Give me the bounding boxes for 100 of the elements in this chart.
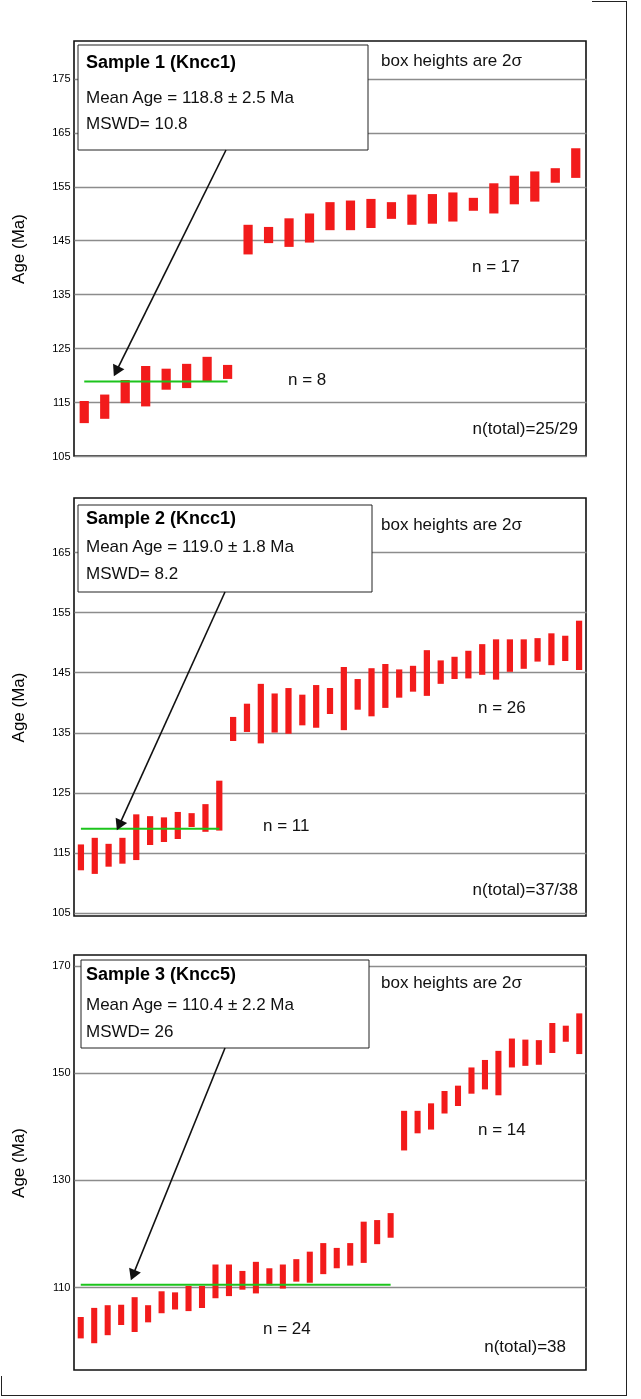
bar	[91, 1307, 98, 1344]
bar	[145, 1305, 152, 1323]
bar	[437, 660, 444, 684]
bar	[158, 1291, 165, 1314]
bar	[119, 837, 126, 864]
annotation: n = 11	[263, 816, 310, 835]
y-tick-label: 105	[52, 906, 71, 919]
annotation: box heights are 2σ	[381, 973, 523, 992]
bar	[131, 1297, 138, 1332]
annotation: n(total)=25/29	[472, 419, 578, 438]
annotation: Mean Age = 118.8 ± 2.5 Ma	[86, 88, 295, 107]
bar	[562, 1025, 569, 1042]
bar	[366, 198, 376, 229]
annotation: n = 8	[288, 370, 327, 389]
bar	[481, 1059, 488, 1090]
bar	[520, 639, 527, 669]
annotation: MSWD= 26	[86, 1022, 174, 1041]
bar	[495, 1050, 502, 1096]
bar	[313, 685, 320, 728]
annotation: n = 26	[478, 698, 526, 717]
y-tick-label: 175	[52, 72, 71, 85]
bar	[448, 192, 458, 222]
y-tick-label: 115	[52, 395, 71, 408]
bar	[345, 200, 356, 231]
bar	[451, 656, 458, 680]
bar	[562, 635, 569, 661]
bar	[409, 665, 417, 692]
bar	[479, 644, 486, 675]
bar	[252, 1261, 259, 1294]
bar	[146, 816, 154, 846]
bar	[489, 183, 499, 214]
bar	[188, 813, 195, 827]
annotation: n = 17	[472, 257, 520, 276]
bar	[284, 218, 294, 247]
y-tick-label: 105	[52, 449, 71, 462]
bar	[534, 638, 541, 662]
bar	[428, 1103, 435, 1130]
y-axis-title: Age (Ma)	[9, 672, 29, 743]
y-tick-label: 165	[52, 545, 71, 558]
text: Sample 1 (Kncc1)	[86, 52, 237, 72]
y-tick-label: 165	[52, 126, 71, 139]
annotation: n = 14	[478, 1120, 526, 1139]
annotation: MSWD= 10.8	[86, 114, 188, 133]
bar	[118, 1304, 125, 1326]
y-tick-label: 125	[52, 341, 71, 354]
bar	[492, 639, 500, 680]
y-tick-label: 155	[52, 180, 71, 193]
bar	[222, 364, 233, 379]
bar	[347, 1243, 354, 1266]
bar	[285, 688, 292, 734]
y-tick-label: 125	[52, 786, 71, 799]
bar	[508, 1038, 515, 1068]
annotation: n = 24	[263, 1319, 311, 1338]
bar	[468, 1067, 475, 1094]
bar	[374, 1220, 381, 1245]
bar	[571, 148, 581, 178]
bar	[104, 1305, 111, 1336]
bar	[79, 401, 89, 424]
bar	[441, 1091, 448, 1114]
bar	[368, 668, 375, 717]
bar	[77, 1316, 84, 1339]
annotation: MSWD= 8.2	[86, 564, 179, 583]
bar	[243, 224, 253, 255]
y-tick-label: 135	[52, 287, 71, 300]
bar	[549, 1023, 556, 1053]
y-tick-label: 115	[52, 846, 71, 859]
bar	[340, 667, 347, 731]
bar	[172, 1292, 179, 1310]
bar	[306, 1251, 313, 1283]
bar	[468, 197, 478, 211]
bar	[535, 1040, 542, 1065]
bar	[550, 168, 560, 183]
bar	[522, 1039, 529, 1066]
bar	[105, 843, 112, 867]
bar	[293, 1259, 300, 1282]
y-tick-label: 135	[52, 726, 71, 739]
annotation: n(total)=37/38	[472, 880, 578, 899]
y-axis-title: Age (Ma)	[9, 1128, 29, 1198]
bar	[427, 194, 438, 224]
bar	[530, 171, 540, 202]
bar	[575, 620, 583, 671]
bar	[454, 1085, 462, 1107]
annotation: box heights are 2σ	[381, 51, 523, 70]
y-axis-title: Age (Ma)	[9, 214, 29, 284]
bar	[333, 1247, 340, 1269]
bar	[133, 814, 140, 861]
bar	[202, 804, 209, 832]
bar	[212, 1264, 219, 1299]
text: Sample 3 (Kncc5)	[86, 964, 237, 984]
bar	[77, 844, 85, 871]
bar	[243, 703, 251, 732]
annotation: Mean Age = 110.4 ± 2.2 Ma	[86, 995, 295, 1014]
bar	[304, 213, 315, 243]
y-tick-label: 150	[52, 1066, 71, 1079]
bar	[263, 226, 274, 244]
bar	[423, 650, 430, 696]
annotation: box heights are 2σ	[381, 515, 523, 534]
bar	[576, 1013, 583, 1055]
bar	[407, 194, 417, 225]
bar	[382, 664, 389, 708]
